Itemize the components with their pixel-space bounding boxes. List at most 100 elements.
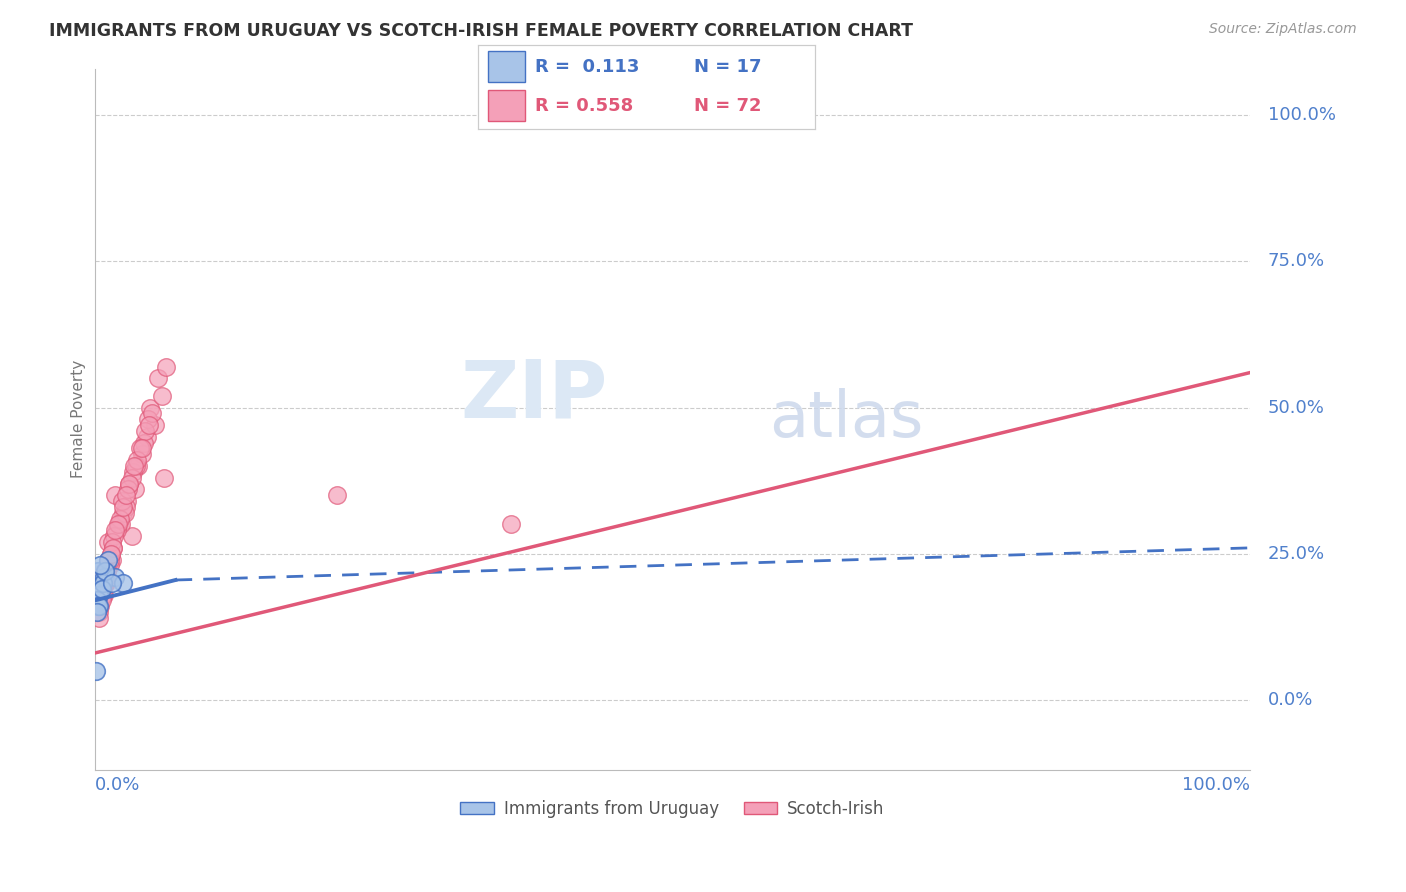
Point xyxy=(153,471,176,485)
Point xyxy=(128,442,150,456)
Point xyxy=(97,535,120,549)
Point xyxy=(101,552,124,566)
Point xyxy=(94,564,117,578)
Bar xyxy=(488,52,526,82)
Point xyxy=(110,517,132,532)
Point xyxy=(114,500,136,514)
Point xyxy=(89,593,111,607)
Text: 25.0%: 25.0% xyxy=(1268,545,1324,563)
Text: IMMIGRANTS FROM URUGUAY VS SCOTCH-IRISH FEMALE POVERTY CORRELATION CHART: IMMIGRANTS FROM URUGUAY VS SCOTCH-IRISH … xyxy=(49,22,914,40)
Legend: Immigrants from Uruguay, Scotch-Irish: Immigrants from Uruguay, Scotch-Irish xyxy=(454,794,891,825)
Point xyxy=(134,435,156,450)
Point xyxy=(138,418,160,433)
Point xyxy=(112,506,135,520)
Text: atlas: atlas xyxy=(769,388,924,450)
Point xyxy=(93,588,115,602)
Point xyxy=(90,582,112,596)
Point xyxy=(111,494,134,508)
Text: 100.0%: 100.0% xyxy=(1182,776,1250,794)
Point xyxy=(121,465,143,479)
Point xyxy=(89,588,111,602)
Point xyxy=(87,599,110,614)
Point xyxy=(135,430,157,444)
Point xyxy=(101,576,124,591)
Text: R = 0.558: R = 0.558 xyxy=(536,96,634,114)
Point xyxy=(105,524,128,538)
Point xyxy=(118,476,141,491)
Point xyxy=(104,570,127,584)
Point xyxy=(114,488,136,502)
Point xyxy=(104,524,127,538)
Point xyxy=(108,511,131,525)
Point xyxy=(101,541,124,555)
Point xyxy=(118,476,141,491)
Point xyxy=(114,506,136,520)
Point xyxy=(96,564,118,578)
Point xyxy=(139,401,162,415)
Point xyxy=(112,576,135,591)
Point xyxy=(90,582,112,596)
Point xyxy=(89,605,111,619)
Text: 100.0%: 100.0% xyxy=(1268,106,1336,124)
Point xyxy=(90,582,112,596)
Point xyxy=(121,471,143,485)
Text: R =  0.113: R = 0.113 xyxy=(536,58,640,76)
Point xyxy=(134,424,156,438)
Point xyxy=(326,488,349,502)
Point xyxy=(100,547,122,561)
Point xyxy=(94,570,117,584)
Point xyxy=(94,576,117,591)
Point xyxy=(89,599,111,614)
Point xyxy=(89,582,111,596)
Point xyxy=(90,593,112,607)
Point xyxy=(97,552,120,566)
Point xyxy=(96,564,118,578)
Point xyxy=(499,517,522,532)
Point xyxy=(93,564,115,578)
Point xyxy=(93,570,115,584)
Point xyxy=(121,529,143,543)
Point xyxy=(143,418,166,433)
Text: 50.0%: 50.0% xyxy=(1268,399,1324,417)
Point xyxy=(89,599,111,614)
Point xyxy=(94,576,117,591)
Point xyxy=(124,483,146,497)
Text: 0.0%: 0.0% xyxy=(94,776,141,794)
Y-axis label: Female Poverty: Female Poverty xyxy=(72,360,86,478)
Point xyxy=(103,529,125,543)
Point xyxy=(91,570,114,584)
Point xyxy=(150,389,173,403)
Point xyxy=(93,576,115,591)
Point xyxy=(100,547,122,561)
Point xyxy=(122,458,145,473)
Point xyxy=(128,458,150,473)
Point xyxy=(91,576,114,591)
Point xyxy=(131,442,153,456)
Point xyxy=(101,535,124,549)
Point xyxy=(125,458,148,473)
Point xyxy=(91,588,114,602)
Point xyxy=(98,552,121,566)
Point xyxy=(86,593,108,607)
Text: N = 17: N = 17 xyxy=(695,58,762,76)
Point xyxy=(131,447,153,461)
Point xyxy=(89,611,111,625)
Point xyxy=(117,483,139,497)
Point xyxy=(97,552,120,566)
Point xyxy=(115,494,138,508)
Point xyxy=(94,576,117,591)
Point xyxy=(84,664,107,678)
Point xyxy=(112,500,135,514)
Point xyxy=(101,541,124,555)
Point xyxy=(89,558,111,573)
Point xyxy=(136,412,159,426)
Point xyxy=(108,517,131,532)
Point xyxy=(127,453,149,467)
Point xyxy=(89,588,111,602)
Bar xyxy=(488,90,526,120)
Text: 0.0%: 0.0% xyxy=(1268,690,1313,709)
Point xyxy=(86,605,108,619)
Text: N = 72: N = 72 xyxy=(695,96,762,114)
Point xyxy=(155,359,177,374)
Point xyxy=(146,371,169,385)
